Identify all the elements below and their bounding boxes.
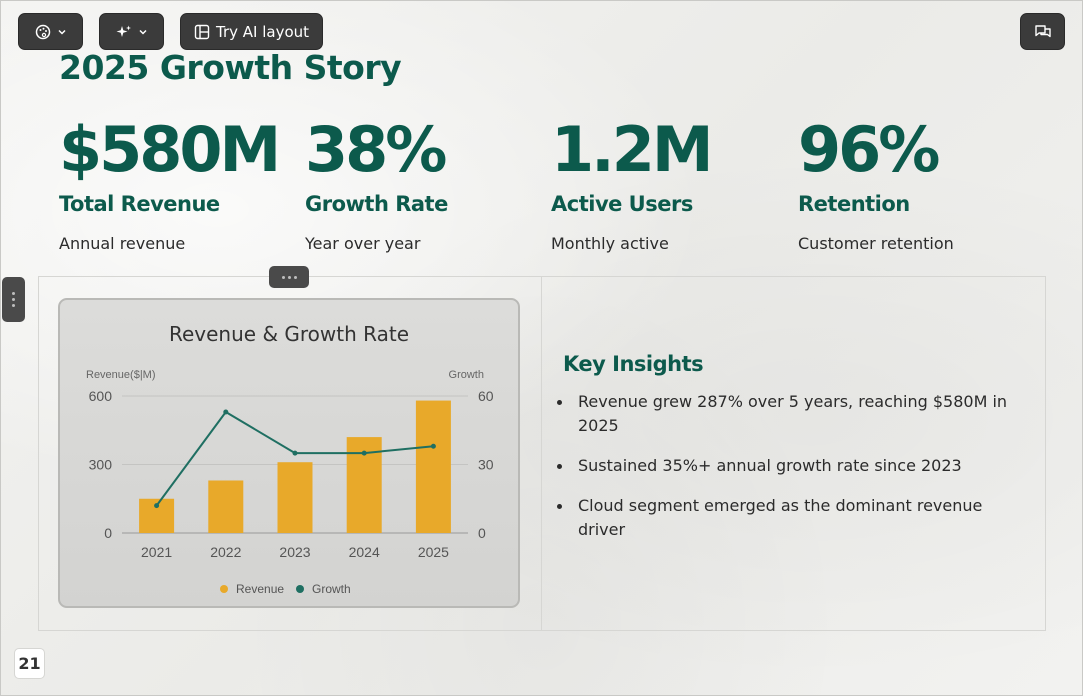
column-divider xyxy=(541,276,542,631)
insight-item: Sustained 35%+ annual growth rate since … xyxy=(557,454,1025,478)
stat-value: $580M xyxy=(59,113,281,186)
x-tick-label: 2025 xyxy=(418,544,449,560)
stat-active-users: 1.2M Active Users Monthly active xyxy=(551,110,791,253)
x-tick-label: 2021 xyxy=(141,544,172,560)
growth-point xyxy=(361,450,367,456)
insights-title: Key Insights xyxy=(563,352,704,376)
legend-revenue-swatch xyxy=(220,585,228,593)
legend-growth-label: Growth xyxy=(312,582,351,596)
stat-retention: 96% Retention Customer retention xyxy=(798,110,1038,253)
layout-icon xyxy=(194,24,210,40)
comments-button[interactable] xyxy=(1020,13,1065,50)
chart-title: Revenue & Growth Rate xyxy=(169,322,409,346)
x-tick-label: 2024 xyxy=(349,544,380,560)
growth-point xyxy=(223,409,229,415)
page-number[interactable]: 21 xyxy=(14,648,45,679)
legend-growth-swatch xyxy=(296,585,304,593)
stat-value: 1.2M xyxy=(551,113,714,186)
two-column-block[interactable] xyxy=(38,276,1046,631)
chevron-down-icon xyxy=(138,27,148,37)
growth-point xyxy=(292,450,298,456)
y-right-tick-label: 60 xyxy=(478,388,494,404)
legend-revenue-label: Revenue xyxy=(236,582,284,596)
stat-desc: Annual revenue xyxy=(59,234,186,253)
stat-label: Growth Rate xyxy=(305,192,448,216)
chart-card[interactable]: Revenue & Growth Rate Revenue($|M) Growt… xyxy=(58,298,520,608)
insight-item: Revenue grew 287% over 5 years, reaching… xyxy=(557,390,1025,438)
y-left-axis-label: Revenue($|M) xyxy=(86,369,156,381)
x-tick-label: 2023 xyxy=(279,544,310,560)
stat-value: 96% xyxy=(798,113,940,186)
y-right-tick-label: 0 xyxy=(478,525,486,541)
sparkles-icon xyxy=(116,24,132,40)
try-ai-layout-button[interactable]: Try AI layout xyxy=(180,13,323,50)
stat-growth-rate: 38% Growth Rate Year over year xyxy=(305,110,545,253)
stat-value: 38% xyxy=(305,113,447,186)
chevron-down-icon xyxy=(57,27,67,37)
stat-label: Retention xyxy=(798,192,910,216)
insights-list: Revenue grew 287% over 5 years, reaching… xyxy=(557,390,1025,542)
growth-point xyxy=(154,503,160,509)
key-insights: Key Insights Revenue grew 287% over 5 ye… xyxy=(557,352,1025,558)
revenue-bar xyxy=(208,480,244,533)
stat-desc: Year over year xyxy=(305,234,421,253)
stat-total-revenue: $580M Total Revenue Annual revenue xyxy=(59,110,299,253)
try-ai-layout-label: Try AI layout xyxy=(215,22,310,41)
y-left-tick-label: 0 xyxy=(104,525,112,541)
stat-desc: Monthly active xyxy=(551,234,669,253)
insight-item: Cloud segment emerged as the dominant re… xyxy=(557,494,1025,542)
y-right-axis-label: Growth xyxy=(449,369,484,381)
x-tick-label: 2022 xyxy=(210,544,241,560)
stat-label: Total Revenue xyxy=(59,192,220,216)
revenue-growth-chart: Revenue & Growth Rate Revenue($|M) Growt… xyxy=(86,322,494,596)
palette-icon xyxy=(35,24,51,40)
revenue-bar xyxy=(415,400,451,533)
y-right-tick-label: 30 xyxy=(478,457,494,473)
column-drag-handle[interactable] xyxy=(269,266,309,288)
theme-button[interactable] xyxy=(18,13,83,50)
block-drag-handle[interactable] xyxy=(2,277,25,322)
stat-label: Active Users xyxy=(551,192,693,216)
stat-desc: Customer retention xyxy=(798,234,954,253)
y-left-tick-label: 600 xyxy=(89,388,113,404)
y-left-tick-label: 300 xyxy=(89,457,113,473)
slide-title: 2025 Growth Story xyxy=(59,48,402,87)
comments-icon xyxy=(1034,24,1052,40)
ai-assist-button[interactable] xyxy=(99,13,164,50)
revenue-bar xyxy=(277,462,313,533)
growth-point xyxy=(430,443,436,449)
